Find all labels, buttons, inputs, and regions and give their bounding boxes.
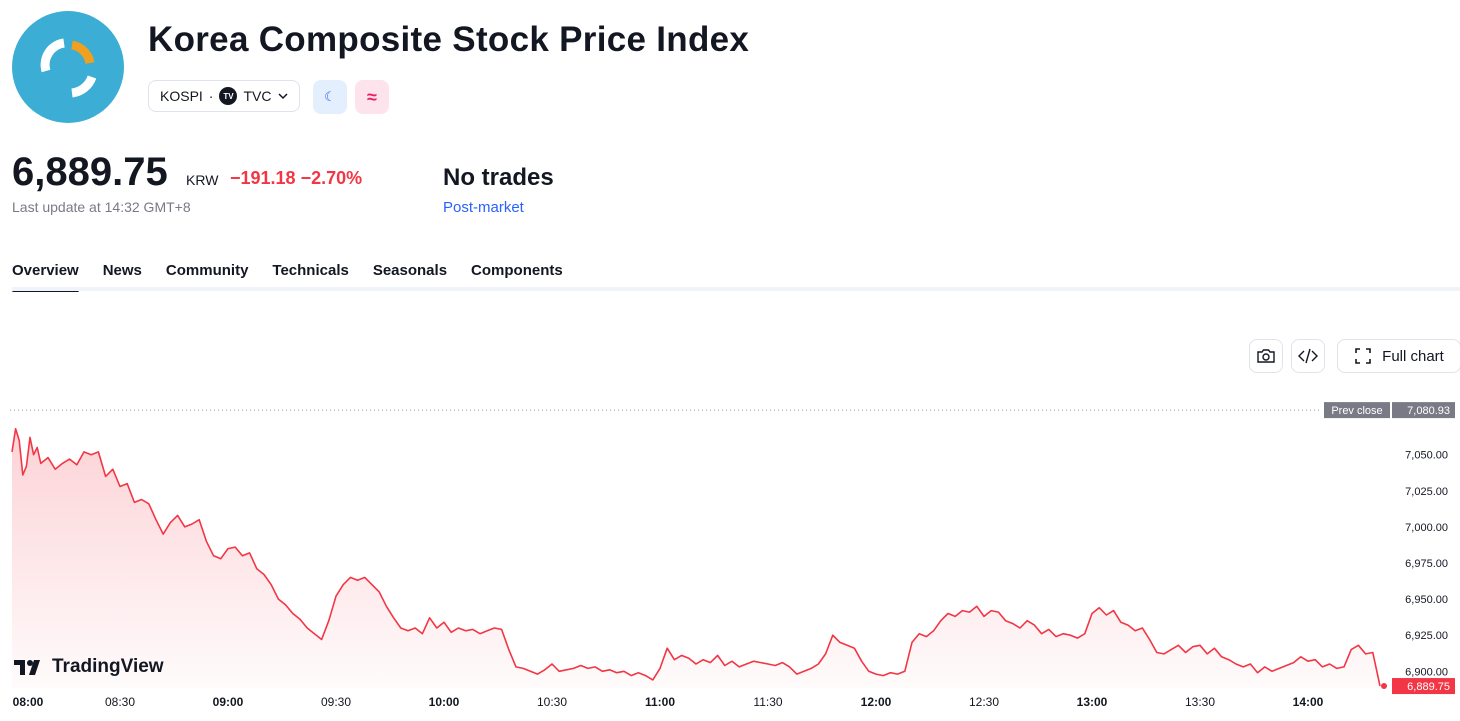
wave-icon[interactable]: ≈ [355,80,389,114]
x-tick-label: 13:30 [1184,695,1216,709]
x-tick-label: 13:00 [1076,695,1108,709]
price-chart[interactable]: 7,050.00 7,025.00 7,000.00 6,975.00 6,950.00… [0,395,1460,695]
symbol-selector[interactable]: KOSPI · TV TVC [148,80,301,112]
y-tick-label: 6,900.00 [1405,666,1448,678]
x-tick-label: 10:30 [536,695,568,709]
tab-news[interactable]: News [102,262,142,279]
tradingview-logo-icon [14,660,40,675]
x-tick-label: 11:30 [753,695,783,709]
page-title: Korea Composite Stock Price Index [148,20,750,59]
exchange-logo-icon: TV [219,87,238,105]
x-tick-label: 12:00 [860,695,892,709]
prev-close-value: 7,080.93 [1407,405,1450,417]
price-line [11,428,1381,687]
prev-close-value-badge [1392,402,1455,419]
x-tick-label: 09:00 [212,695,244,709]
y-tick-label: 6,950.00 [1405,594,1448,606]
x-tick-label: 08:30 [104,695,136,709]
last-price-dot [1381,683,1387,690]
chevron-down-icon [278,93,288,100]
tab-seasonals[interactable]: Seasonals [372,262,448,279]
tab-community[interactable]: Community [165,262,249,279]
fullscreen-icon [1355,348,1371,364]
tab-bar: Overview News Community Technicals Seaso… [12,262,587,292]
price-area [12,428,1380,688]
tab-technicals[interactable]: Technicals [272,262,349,279]
code-icon [1298,348,1318,364]
market-status: No trades [443,164,554,191]
y-tick-label: 7,000.00 [1405,522,1448,534]
tradingview-wordmark: TradingView [52,656,164,677]
camera-icon [1257,349,1275,363]
full-chart-button[interactable]: Full chart [1337,339,1460,373]
x-tick-label: 10:00 [428,695,460,709]
session-link[interactable]: Post-market [443,199,524,216]
x-tick-label: 11:00 [644,695,676,709]
x-tick-label: 14:00 [1292,695,1324,709]
tab-components[interactable]: Components [471,262,563,279]
snapshot-button[interactable] [1249,339,1283,373]
tradingview-logo[interactable]: TradingView [14,656,164,678]
currency-label: KRW [186,172,219,188]
y-tick-label: 7,050.00 [1405,450,1448,462]
symbol-separator: · [208,88,214,104]
x-tick-label: 12:30 [968,695,1000,709]
last-update-text: Last update at 14:32 GMT+8 [12,199,191,215]
last-value-label: 6,889.75 [1407,681,1450,693]
moon-icon[interactable]: ☾ [313,80,347,114]
full-chart-label: Full chart [1382,347,1444,365]
x-tick-label: 08:00 [12,695,44,709]
last-price: 6,889.75 [12,150,168,194]
embed-button[interactable] [1291,339,1325,373]
exchange-name: TVC [243,88,272,104]
kospi-logo [12,11,124,123]
prev-close-badge [1324,402,1390,419]
y-tick-label: 7,025.00 [1405,486,1448,498]
prev-close-label: Prev close [1331,405,1382,417]
y-tick-label: 6,975.00 [1405,558,1448,570]
x-tick-label: 09:30 [320,695,352,709]
symbol-ticker: KOSPI [160,88,203,104]
last-value-badge [1392,678,1455,695]
tab-divider [12,287,1460,291]
y-tick-label: 6,925.00 [1405,630,1448,642]
price-change: −191.18 −2.70% [230,168,363,188]
